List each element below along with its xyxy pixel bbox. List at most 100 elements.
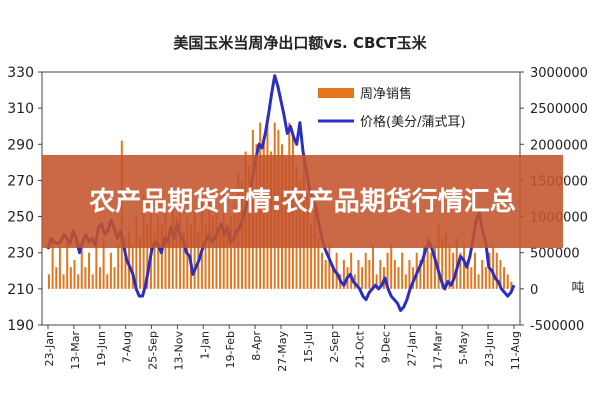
bar-weekly-net-sales	[124, 238, 127, 289]
bar-weekly-net-sales	[51, 238, 54, 289]
x-axis-tick-label: 13-Mar	[69, 331, 82, 370]
x-axis-tick-label: 23-Jan	[43, 331, 56, 367]
bar-weekly-net-sales	[331, 267, 334, 289]
bar-weekly-net-sales	[317, 238, 320, 289]
bar-weekly-net-sales	[375, 274, 378, 289]
bar-weekly-net-sales	[368, 259, 371, 289]
bar-weekly-net-sales	[204, 223, 207, 289]
left-axis-tick-label: 250	[7, 210, 34, 226]
bar-weekly-net-sales	[62, 274, 65, 289]
bar-weekly-net-sales	[168, 231, 171, 289]
bar-weekly-net-sales	[463, 245, 466, 289]
bar-weekly-net-sales	[499, 259, 502, 289]
chart-title: 美国玉米当周净出口额vs. CBCT玉米	[173, 34, 427, 52]
legend-swatch-bars	[318, 88, 354, 98]
bar-weekly-net-sales	[426, 238, 429, 289]
bar-weekly-net-sales	[80, 245, 83, 289]
bar-weekly-net-sales	[393, 259, 396, 289]
bar-weekly-net-sales	[219, 231, 222, 289]
bar-weekly-net-sales	[135, 216, 138, 289]
bar-weekly-net-sales	[357, 259, 360, 289]
left-axis-tick-label: 210	[7, 282, 34, 298]
bar-weekly-net-sales	[422, 245, 425, 289]
bar-weekly-net-sales	[328, 245, 331, 289]
bar-weekly-net-sales	[466, 259, 469, 289]
bar-weekly-net-sales	[335, 252, 338, 289]
bar-weekly-net-sales	[84, 267, 87, 289]
right-axis-tick-label: -500000	[530, 319, 584, 334]
x-axis-tick-label: 1-Jan	[198, 331, 211, 360]
x-axis-tick-label: 21-Oct	[354, 330, 367, 368]
bar-weekly-net-sales	[484, 267, 487, 289]
bar-weekly-net-sales	[412, 267, 415, 289]
bar-weekly-net-sales	[459, 252, 462, 289]
legend-label-line: 价格(美分/蒲式耳)	[360, 114, 466, 130]
bar-weekly-net-sales	[492, 245, 495, 289]
bar-weekly-net-sales	[73, 259, 76, 289]
bar-weekly-net-sales	[117, 245, 120, 289]
bar-weekly-net-sales	[397, 267, 400, 289]
bar-weekly-net-sales	[128, 231, 131, 289]
bar-weekly-net-sales	[226, 223, 229, 289]
bar-weekly-net-sales	[310, 223, 313, 289]
left-axis-tick-label: 230	[7, 246, 34, 262]
bar-weekly-net-sales	[372, 245, 375, 289]
bar-weekly-net-sales	[408, 259, 411, 289]
x-axis-tick-label: 27-Jan	[405, 331, 418, 367]
bar-weekly-net-sales	[488, 252, 491, 289]
bar-weekly-net-sales	[69, 267, 72, 289]
bar-weekly-net-sales	[361, 267, 364, 289]
right-axis-tick-label: 0	[530, 283, 538, 298]
x-axis-tick-label: 11-Aug	[509, 331, 522, 370]
bar-weekly-net-sales	[430, 252, 433, 289]
bar-weekly-net-sales	[455, 238, 458, 289]
bar-weekly-net-sales	[419, 259, 422, 289]
bar-weekly-net-sales	[230, 216, 233, 289]
x-axis-tick-label: 8-Apr	[250, 331, 263, 361]
x-axis-tick-label: 9-Dec	[380, 331, 393, 363]
legend-label-bars: 周净销售	[360, 86, 412, 102]
bar-weekly-net-sales	[404, 274, 407, 289]
bar-weekly-net-sales	[401, 252, 404, 289]
bar-weekly-net-sales	[77, 274, 80, 289]
overlay-banner-text: 农产品期货行情:农产品期货行情汇总	[89, 186, 516, 217]
bar-weekly-net-sales	[91, 274, 94, 289]
bar-weekly-net-sales	[48, 274, 51, 289]
overlay-banner: 农产品期货行情:农产品期货行情汇总	[42, 155, 563, 248]
bar-weekly-net-sales	[215, 209, 218, 289]
bar-weekly-net-sales	[211, 216, 214, 289]
bar-weekly-net-sales	[350, 252, 353, 289]
bar-weekly-net-sales	[66, 238, 69, 289]
bar-weekly-net-sales	[437, 223, 440, 289]
x-axis-tick-label: 17-Mar	[431, 331, 444, 370]
bar-weekly-net-sales	[313, 209, 316, 289]
bar-weekly-net-sales	[324, 259, 327, 289]
bar-weekly-net-sales	[452, 252, 455, 289]
bar-weekly-net-sales	[477, 274, 480, 289]
bar-weekly-net-sales	[193, 209, 196, 289]
right-axis-tick-label: 2500000	[530, 102, 588, 117]
left-axis-tick-label: 330	[7, 65, 34, 81]
left-axis-tick-label: 270	[7, 173, 34, 189]
left-axis-tick-label: 310	[7, 101, 34, 117]
bar-weekly-net-sales	[444, 231, 447, 289]
bar-weekly-net-sales	[441, 238, 444, 289]
bar-weekly-net-sales	[470, 267, 473, 289]
bar-weekly-net-sales	[55, 267, 58, 289]
x-axis-tick-label: 25-Sep	[147, 331, 160, 370]
bar-weekly-net-sales	[364, 252, 367, 289]
x-axis-tick-label: 13-Nov	[172, 331, 185, 371]
x-axis-tick-label: 15-Jul	[302, 331, 315, 363]
right-axis-tick-label: 500000	[530, 247, 580, 262]
bar-weekly-net-sales	[321, 252, 324, 289]
bar-weekly-net-sales	[448, 245, 451, 289]
bar-weekly-net-sales	[433, 245, 436, 289]
bar-weekly-net-sales	[88, 252, 91, 289]
bar-weekly-net-sales	[379, 259, 382, 289]
bar-weekly-net-sales	[113, 267, 116, 289]
bar-weekly-net-sales	[510, 281, 513, 289]
bar-weekly-net-sales	[481, 259, 484, 289]
bar-weekly-net-sales	[58, 245, 61, 289]
bar-weekly-net-sales	[102, 238, 105, 289]
